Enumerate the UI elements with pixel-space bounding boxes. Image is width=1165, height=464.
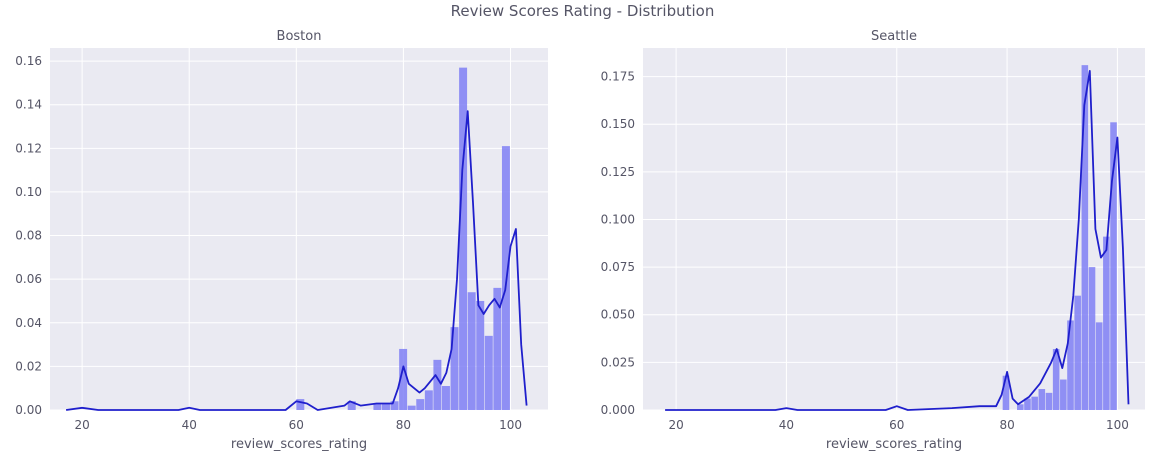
histogram-bar <box>1067 320 1074 410</box>
histogram-bar <box>407 405 416 410</box>
x-tick-label: 100 <box>499 418 522 432</box>
x-tick-label: 20 <box>668 418 683 432</box>
y-tick-label: 0.025 <box>601 355 635 369</box>
y-tick-label: 0.050 <box>601 308 635 322</box>
x-tick-label: 60 <box>289 418 304 432</box>
y-tick-label: 0.02 <box>15 359 42 373</box>
chart-panel-seattle: 0.000 0.025 0.050 0.075 0.100 0.125 0.150 0.175… <box>601 29 1145 452</box>
x-tick-label: 80 <box>999 418 1014 432</box>
histogram-bar <box>382 403 390 410</box>
y-tick-label: 0.100 <box>601 212 635 226</box>
histogram-bar <box>1081 65 1089 410</box>
y-tick-label: 0.06 <box>15 272 42 286</box>
histogram-bar <box>433 359 442 410</box>
histogram-bar <box>373 403 382 410</box>
histogram-bar <box>1095 322 1103 410</box>
histogram-bar <box>399 348 408 410</box>
x-tick-label: 20 <box>74 418 89 432</box>
x-tick-label: 80 <box>396 418 411 432</box>
figure-suptitle: Review Scores Rating - Distribution <box>450 2 715 20</box>
histogram-bar <box>1045 392 1053 410</box>
kde-line <box>665 70 1130 411</box>
histogram-bar <box>1017 404 1024 410</box>
x-tick-label: 40 <box>182 418 197 432</box>
y-tick-label: 0.04 <box>15 316 42 330</box>
x-tick-label: 100 <box>1106 418 1129 432</box>
histogram-bar <box>476 300 485 410</box>
y-tick-label: 0.16 <box>15 54 42 68</box>
histogram-bar <box>296 399 305 410</box>
histogram-bar <box>1031 396 1038 410</box>
histogram-bar <box>493 287 502 410</box>
histogram-bar <box>424 390 433 410</box>
subplot-title: Boston <box>277 29 322 44</box>
y-tick-label: 0.00 <box>15 403 42 417</box>
plot-background <box>643 48 1145 410</box>
x-axis-label: review_scores_rating <box>231 437 367 452</box>
y-tick-label: 0.075 <box>601 260 635 274</box>
histogram-bar <box>1002 375 1010 410</box>
histogram-bar <box>441 386 450 410</box>
histogram-bar <box>484 335 493 410</box>
y-tick-label: 0.10 <box>15 185 42 199</box>
y-tick-label: 0.08 <box>15 229 42 243</box>
histogram-bar <box>459 67 468 411</box>
histogram-bar <box>416 399 425 410</box>
histogram-bar <box>390 401 399 410</box>
y-tick-label: 0.12 <box>15 141 42 155</box>
y-tick-label: 0.000 <box>601 403 635 417</box>
histogram-bar <box>1088 267 1096 410</box>
histogram-bar <box>1110 122 1117 410</box>
x-tick-label: 40 <box>779 418 794 432</box>
y-tick-label: 0.175 <box>601 70 635 84</box>
x-tick-label: 60 <box>889 418 904 432</box>
histogram-bar <box>1024 398 1031 410</box>
histogram-bar <box>1074 295 1081 410</box>
histogram-bar <box>1103 236 1110 410</box>
y-tick-label: 0.14 <box>15 98 42 112</box>
y-tick-label: 0.150 <box>601 117 635 131</box>
histogram-bar <box>1060 379 1067 410</box>
histogram-bar <box>450 327 459 410</box>
y-tick-label: 0.125 <box>601 165 635 179</box>
histogram-bar <box>1038 389 1046 410</box>
chart-panel-boston: 0.00 0.02 0.04 0.06 0.08 0.10 0.12 0.14 0.16 20 40… <box>15 29 548 452</box>
subplot-title: Seattle <box>871 29 917 44</box>
histogram-bar <box>347 401 356 410</box>
histogram-bar <box>467 292 476 410</box>
x-axis-label: review_scores_rating <box>826 437 962 452</box>
kde-line <box>65 110 528 411</box>
histogram-bar <box>1052 349 1060 410</box>
